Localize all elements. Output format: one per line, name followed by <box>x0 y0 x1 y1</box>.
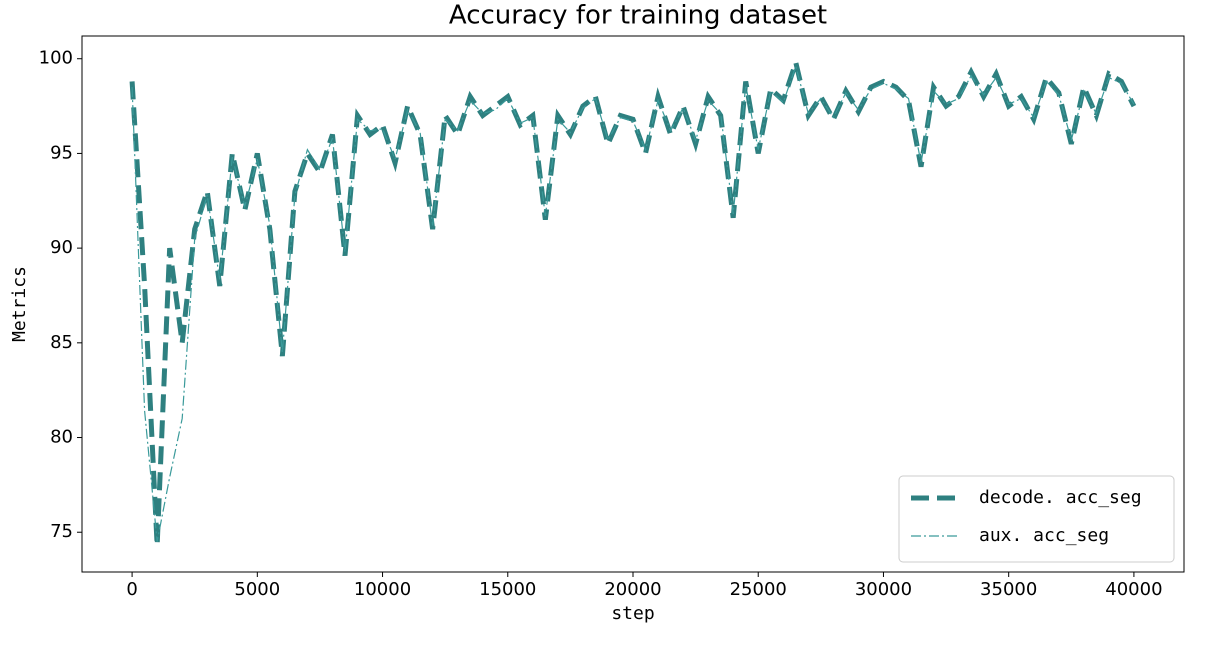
y-axis-label: Metrics <box>9 266 30 342</box>
data-line <box>129 53 1137 546</box>
x-tick-label: 15000 <box>479 579 536 600</box>
x-tick-label: 0 <box>126 579 137 600</box>
y-tick-label: 85 <box>50 332 73 353</box>
x-tick-label: 5000 <box>234 579 280 600</box>
x-tick-label: 40000 <box>1105 579 1162 600</box>
legend-label: decode. acc_seg <box>979 487 1142 508</box>
data-line <box>131 64 1135 542</box>
x-tick-label: 20000 <box>604 579 661 600</box>
chart-title: Accuracy for training dataset <box>449 1 827 31</box>
legend-label: aux. acc_seg <box>979 525 1109 546</box>
x-tick-label: 10000 <box>354 579 411 600</box>
x-axis-label: step <box>611 603 654 624</box>
y-tick-label: 100 <box>39 48 73 69</box>
x-tick-label: 35000 <box>980 579 1037 600</box>
y-tick-label: 95 <box>50 142 73 163</box>
legend: decode. acc_seg aux. acc_seg <box>898 475 1175 563</box>
y-tick-label: 80 <box>50 427 73 448</box>
y-tick-label: 90 <box>50 237 73 258</box>
x-tick-label: 25000 <box>730 579 787 600</box>
x-tick-label: 30000 <box>855 579 912 600</box>
y-tick-label: 75 <box>50 521 73 542</box>
legend-box <box>898 475 1175 563</box>
